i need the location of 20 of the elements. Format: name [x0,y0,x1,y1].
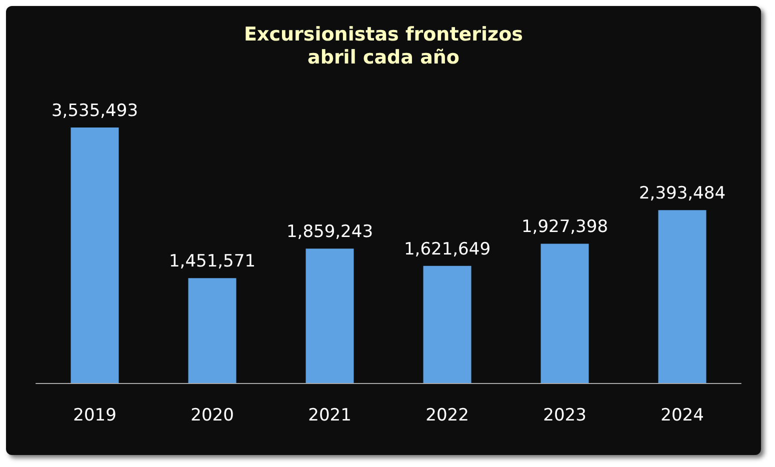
bar [540,244,589,383]
bar [658,210,706,383]
data-label: 1,859,243 [286,222,374,242]
data-label: 2,393,484 [638,184,726,204]
x-tick-label: 2024 [660,406,704,426]
bar [306,248,354,383]
x-tick-label: 2019 [73,406,116,426]
data-label: 1,927,398 [521,217,608,238]
data-label: 1,451,571 [168,252,256,272]
bar [188,278,236,383]
x-tick-label: 2020 [190,406,234,426]
x-tick-label: 2023 [543,406,586,426]
bar [70,128,119,383]
x-tick-label: 2021 [308,406,352,426]
bar [423,266,472,383]
chart-subtitle: abril cada año [308,46,460,68]
data-label: 1,621,649 [404,239,491,260]
chart-title: Excursionistas fronterizos [244,24,523,46]
x-tick-label: 2022 [426,406,469,426]
data-label: 3,535,493 [51,101,138,122]
